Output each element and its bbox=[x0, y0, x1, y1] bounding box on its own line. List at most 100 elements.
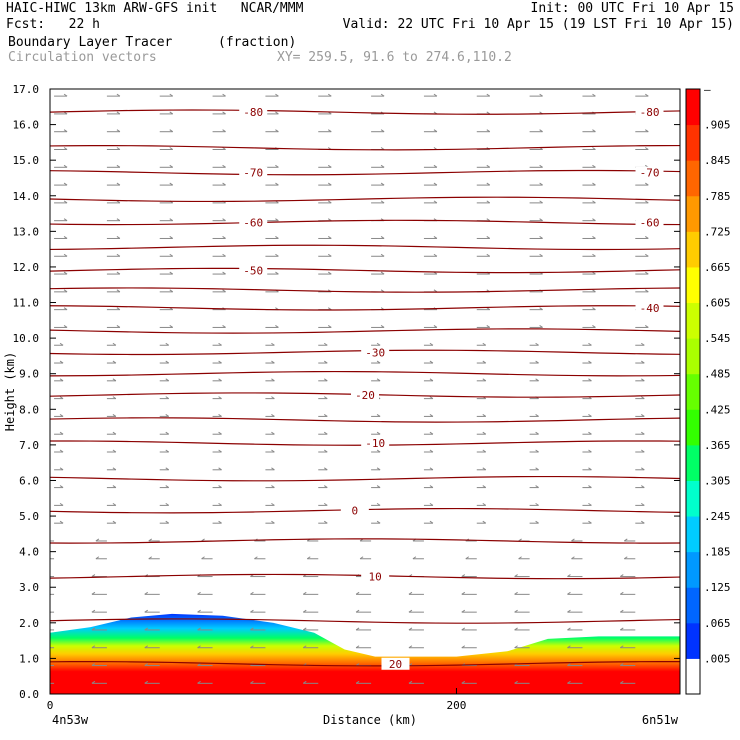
vector-head bbox=[567, 574, 571, 577]
vector-head bbox=[323, 360, 328, 364]
circulation-vector bbox=[476, 502, 487, 506]
circulation-vector bbox=[461, 645, 477, 649]
circulation-vector bbox=[54, 253, 68, 257]
circulation-vector bbox=[571, 538, 583, 542]
vector-head bbox=[355, 627, 360, 631]
vector-head bbox=[271, 413, 275, 417]
vector-head bbox=[323, 467, 328, 471]
vector-head bbox=[588, 431, 592, 435]
circulation-vector bbox=[91, 574, 107, 578]
circulation-vector bbox=[624, 556, 636, 560]
colorbar-label: .125 bbox=[704, 581, 731, 594]
vector-head bbox=[222, 129, 226, 133]
axes: 0.0 1.0 2.0 3.0 4.0 5.0 6.0 7.0 8.0 9.0 10.0 11.0 12… bbox=[3, 83, 681, 727]
circulation-vector bbox=[582, 485, 592, 489]
vector-head bbox=[43, 557, 46, 559]
vector-head bbox=[355, 609, 360, 613]
vector-head bbox=[59, 431, 64, 435]
circulation-vector bbox=[265, 342, 275, 346]
vector-head bbox=[433, 129, 438, 133]
circulation-vector bbox=[148, 538, 160, 542]
colorbar-swatch bbox=[686, 516, 700, 553]
vector-head bbox=[63, 325, 68, 328]
circulation-vector bbox=[635, 289, 649, 293]
vector-head bbox=[271, 485, 275, 489]
vector-head bbox=[380, 93, 385, 97]
circulation-vector bbox=[582, 218, 596, 222]
vector-head bbox=[620, 574, 624, 577]
isotherm-line bbox=[50, 661, 680, 667]
circulation-vector bbox=[212, 289, 226, 293]
circulation-vector bbox=[318, 431, 328, 435]
circulation-vector bbox=[529, 129, 543, 133]
vector-head bbox=[169, 147, 174, 150]
circulation-vector bbox=[144, 645, 160, 649]
colorbar-label: .425 bbox=[704, 403, 731, 416]
circulation-vector bbox=[529, 431, 539, 435]
circulation-vector bbox=[476, 378, 487, 382]
circulation-vector bbox=[50, 665, 55, 667]
vector-head bbox=[302, 609, 307, 613]
isotherm-line bbox=[50, 328, 680, 334]
circulation-vector bbox=[159, 396, 170, 400]
circulation-vector bbox=[423, 164, 438, 168]
vector-head bbox=[59, 342, 64, 346]
circulation-vector bbox=[265, 129, 279, 133]
circulation-vector bbox=[567, 627, 583, 631]
isotherm-line bbox=[50, 475, 680, 482]
isotherm-line bbox=[50, 538, 680, 544]
vector-head bbox=[306, 556, 311, 560]
circulation-vector bbox=[355, 591, 372, 595]
circulation-vector bbox=[423, 289, 438, 293]
circulation-vector bbox=[355, 627, 372, 631]
vector-head bbox=[486, 253, 491, 257]
circulation-vector bbox=[318, 325, 332, 328]
vector-head bbox=[169, 182, 174, 186]
vector-head bbox=[218, 449, 222, 453]
circulation-vector bbox=[159, 325, 174, 328]
vector-head bbox=[514, 574, 518, 577]
vector-head bbox=[323, 520, 328, 524]
vector-head bbox=[169, 111, 174, 115]
x-axis-label: Distance (km) bbox=[323, 713, 417, 727]
vector-head bbox=[645, 129, 649, 133]
vector-head bbox=[222, 111, 226, 115]
vector-head bbox=[91, 680, 96, 684]
circulation-vector bbox=[371, 485, 381, 489]
vector-head bbox=[275, 236, 279, 239]
vector-head bbox=[218, 360, 222, 364]
colorbar-label: .665 bbox=[704, 261, 731, 274]
circulation-vector bbox=[106, 431, 117, 435]
circulation-vector bbox=[212, 449, 222, 453]
circulation-vector bbox=[514, 680, 530, 684]
y-tick-label: 12.0 bbox=[13, 261, 40, 274]
vector-head bbox=[250, 627, 254, 631]
vector-head bbox=[95, 556, 100, 560]
vector-head bbox=[380, 325, 385, 328]
colorbar-swatch bbox=[686, 622, 700, 659]
vector-head bbox=[271, 360, 275, 364]
circulation-vector bbox=[265, 485, 275, 489]
isotherm-label-bg bbox=[361, 570, 390, 583]
vector-head bbox=[222, 325, 226, 328]
circulation-vector bbox=[50, 629, 55, 631]
circulation-vector bbox=[54, 307, 68, 311]
circulation-vector bbox=[212, 129, 226, 133]
circulation-vector bbox=[635, 378, 645, 382]
vector-head bbox=[592, 289, 596, 293]
isotherm-contour: -70 -70 bbox=[50, 166, 680, 180]
circulation-vector bbox=[265, 93, 279, 97]
circulation-vector bbox=[423, 200, 438, 204]
vector-head bbox=[433, 289, 438, 293]
vector-head bbox=[433, 325, 438, 328]
colorbar-swatch bbox=[686, 658, 700, 695]
circulation-vector bbox=[159, 236, 174, 239]
vector-head bbox=[169, 164, 174, 168]
isotherm-line bbox=[50, 244, 680, 251]
circulation-vector bbox=[476, 253, 491, 257]
forecast-hour: Fcst: 22 h bbox=[6, 17, 100, 32]
vector-head bbox=[380, 147, 385, 150]
circulation-vector bbox=[212, 253, 226, 257]
circulation-vector bbox=[54, 396, 64, 400]
